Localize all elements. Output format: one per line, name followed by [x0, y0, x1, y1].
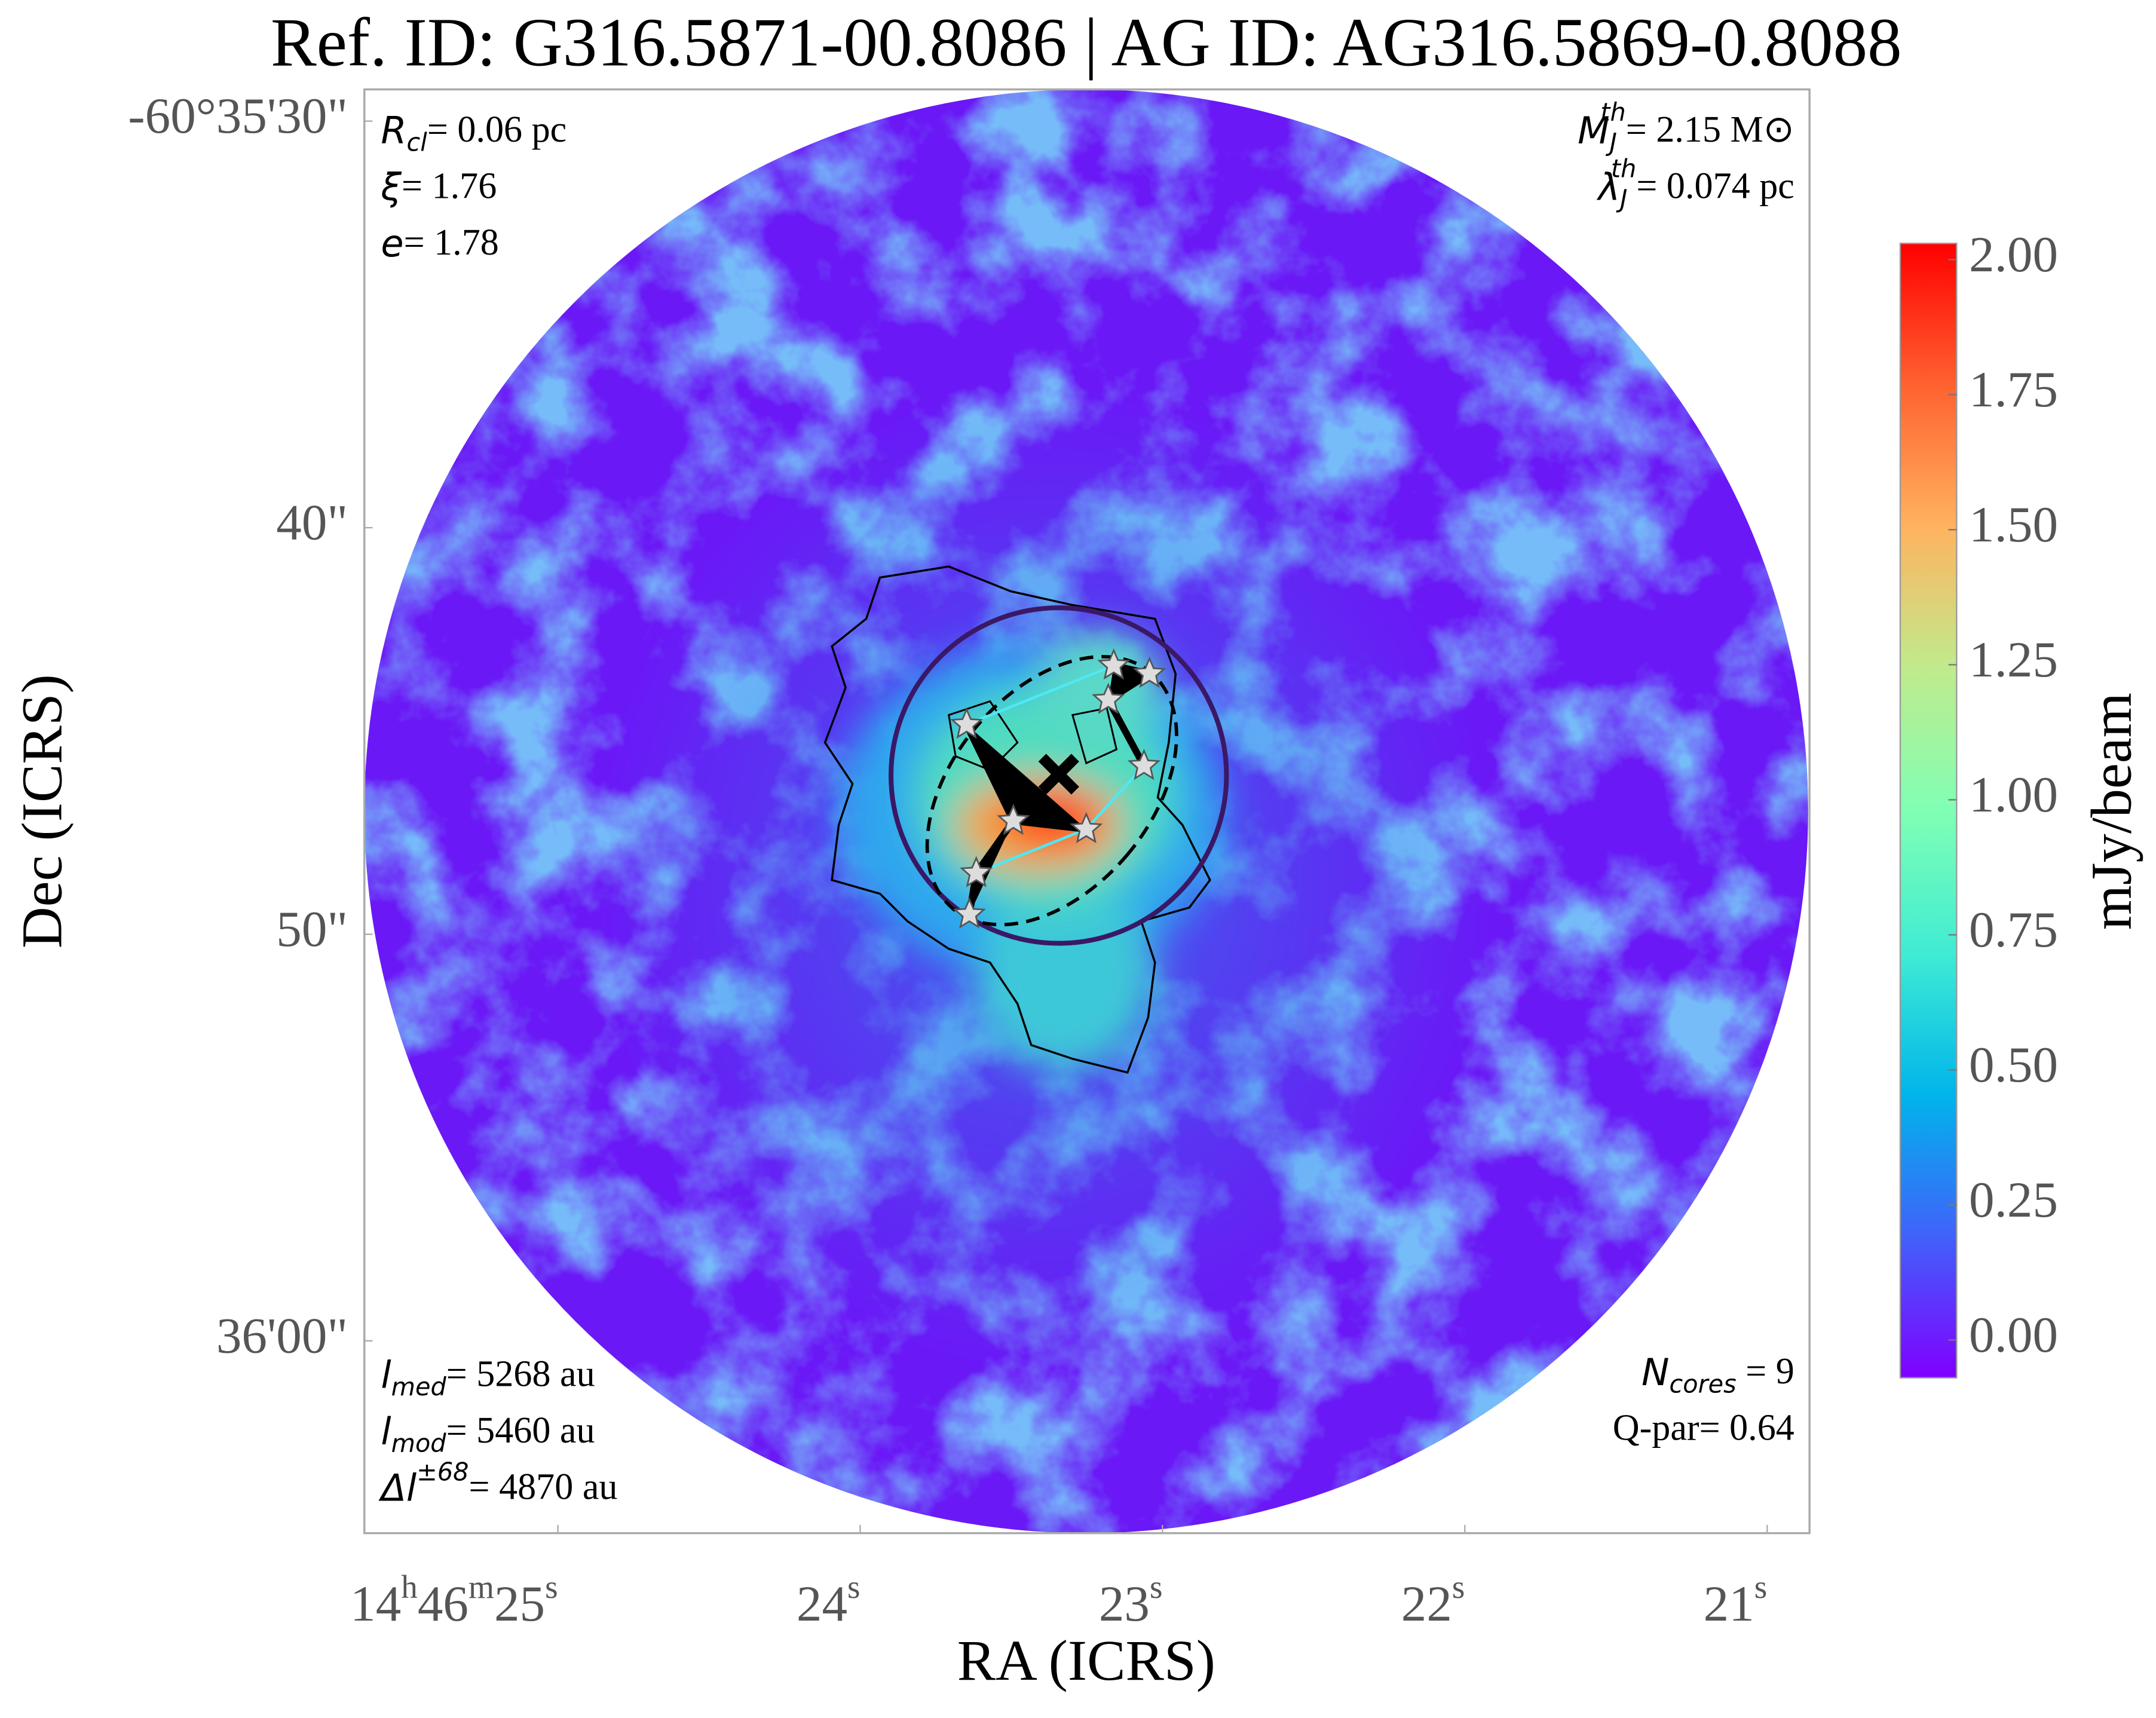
- y-axis-label: Dec (ICRS): [10, 674, 74, 948]
- x-tick-label: 14h46m25s: [350, 1569, 558, 1631]
- annotation: Δl±68= 4870 au: [378, 1458, 617, 1510]
- colorbar-tick-label: 0.75: [1969, 902, 2058, 958]
- x-tick-label: 22s: [1401, 1569, 1465, 1631]
- plot-frame: [363, 88, 1811, 1535]
- annotation-sub: med: [391, 1373, 447, 1401]
- annotation-symbol: N: [1642, 1350, 1669, 1394]
- annotation-symbol: Δl: [378, 1466, 416, 1509]
- contour: [948, 700, 1118, 771]
- annotation-text: Q-par= 0.64: [1613, 1408, 1794, 1448]
- contour: [823, 565, 1211, 1074]
- colorbar-tick-label: 1.50: [1969, 497, 2058, 553]
- annotation-text: = 9: [1737, 1351, 1794, 1392]
- colorbar-tick-label: 2.00: [1969, 226, 2058, 283]
- annotation-text: = 2.15 M⊙: [1626, 110, 1794, 151]
- x-tick-label: 24s: [797, 1569, 860, 1631]
- colorbar-tick-label: 1.75: [1969, 362, 2058, 418]
- colorbar-tick-label: 1.25: [1969, 632, 2058, 688]
- annotation-sup: th: [1611, 154, 1636, 183]
- annotation-symbol: l: [381, 1353, 391, 1397]
- annotation-sub: mod: [391, 1429, 447, 1457]
- annotation-text: = 0.074 pc: [1636, 166, 1794, 207]
- annotation-sub: cores: [1670, 1370, 1737, 1398]
- annotation: λJth= 0.074 pc: [1597, 154, 1794, 213]
- y-tick-label: 50": [276, 901, 348, 957]
- x-axis-label: RA (ICRS): [957, 1628, 1215, 1692]
- peak-marker: [1038, 754, 1079, 795]
- annotation-text: = 5460 au: [446, 1410, 595, 1451]
- annotation: Q-par= 0.64: [1613, 1408, 1794, 1448]
- annotation-text: = 5268 au: [446, 1354, 595, 1395]
- annotation-text: = 0.06 pc: [427, 110, 566, 151]
- colorbar-tick-label: 0.25: [1969, 1172, 2058, 1228]
- colorbar-tick-label: 0.00: [1969, 1307, 2058, 1363]
- annotation: ξ= 1.76: [380, 166, 497, 209]
- annotation: MJth= 2.15 M⊙: [1578, 98, 1794, 157]
- chart-title: Ref. ID: G316.5871-00.8086 | AG ID: AG31…: [271, 4, 1902, 80]
- annotation-sup: ±68: [416, 1458, 468, 1487]
- annotation-sup: th: [1600, 98, 1625, 127]
- clump-circle: [889, 605, 1229, 946]
- annotation-symbol: l: [381, 1410, 391, 1453]
- image: [364, 89, 1808, 1533]
- colorbar-tick-label: 0.50: [1969, 1037, 2058, 1093]
- annotation-text: = 1.76: [402, 166, 497, 207]
- annotation-symbol: R: [381, 109, 406, 152]
- annotation: lmed= 5268 au: [381, 1353, 595, 1401]
- annotation-symbol: M: [1578, 109, 1610, 152]
- mst-faint: [966, 664, 1146, 875]
- x-tick-label: 23s: [1099, 1569, 1163, 1631]
- colorbar-tick-label: 1.00: [1969, 767, 2058, 823]
- colorbar-label: mJy/beam: [2080, 693, 2143, 930]
- annotation: Rcl= 0.06 pc: [381, 109, 566, 157]
- annotation-symbol: e: [381, 222, 403, 265]
- annotation: lmod= 5460 au: [381, 1410, 595, 1457]
- annotation-symbol: λ: [1597, 166, 1621, 209]
- annotation-symbol: ξ: [380, 166, 402, 209]
- annotation: Ncores = 9: [1642, 1350, 1794, 1398]
- y-tick-label: 40": [276, 495, 348, 551]
- colorbar: [1899, 243, 1958, 1379]
- annotation-text: = 1.78: [404, 222, 499, 263]
- annotation-sub: cl: [407, 128, 428, 157]
- annotation-text: = 4870 au: [469, 1467, 618, 1508]
- y-tick-label: -60°35'30": [128, 88, 348, 144]
- annotation: e= 1.78: [381, 222, 498, 265]
- y-tick-label: 36'00": [216, 1307, 348, 1364]
- x-tick-label: 21s: [1704, 1569, 1768, 1631]
